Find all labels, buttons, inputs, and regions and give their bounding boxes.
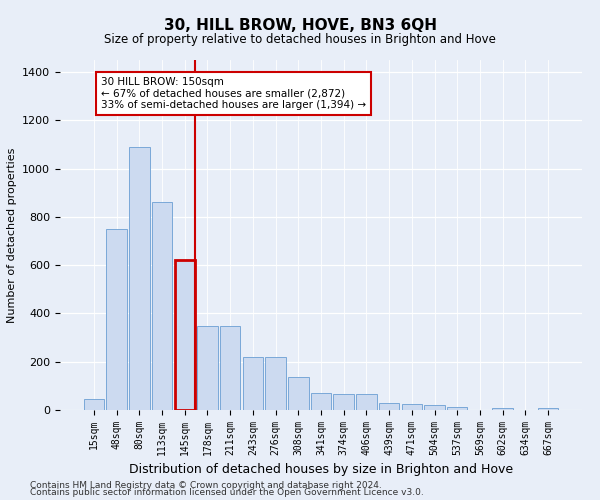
Bar xyxy=(220,326,241,410)
Bar xyxy=(538,408,558,410)
Bar xyxy=(152,202,172,410)
Bar xyxy=(106,229,127,410)
Y-axis label: Number of detached properties: Number of detached properties xyxy=(7,148,17,322)
Bar xyxy=(175,260,195,410)
Text: Contains public sector information licensed under the Open Government Licence v3: Contains public sector information licen… xyxy=(30,488,424,497)
Bar xyxy=(242,357,263,410)
Text: Contains HM Land Registry data © Crown copyright and database right 2024.: Contains HM Land Registry data © Crown c… xyxy=(30,480,382,490)
Text: 30, HILL BROW, HOVE, BN3 6QH: 30, HILL BROW, HOVE, BN3 6QH xyxy=(163,18,437,32)
Bar xyxy=(265,357,286,410)
Bar xyxy=(424,405,445,410)
Text: 30 HILL BROW: 150sqm
← 67% of detached houses are smaller (2,872)
33% of semi-de: 30 HILL BROW: 150sqm ← 67% of detached h… xyxy=(101,77,366,110)
Bar xyxy=(311,393,331,410)
X-axis label: Distribution of detached houses by size in Brighton and Hove: Distribution of detached houses by size … xyxy=(129,464,513,476)
Bar xyxy=(401,404,422,410)
Bar xyxy=(84,399,104,410)
Bar xyxy=(356,394,377,410)
Bar xyxy=(447,407,467,410)
Bar xyxy=(493,408,513,410)
Bar xyxy=(288,378,308,410)
Bar xyxy=(129,147,149,410)
Bar xyxy=(334,394,354,410)
Bar xyxy=(197,326,218,410)
Bar xyxy=(379,403,400,410)
Text: Size of property relative to detached houses in Brighton and Hove: Size of property relative to detached ho… xyxy=(104,32,496,46)
